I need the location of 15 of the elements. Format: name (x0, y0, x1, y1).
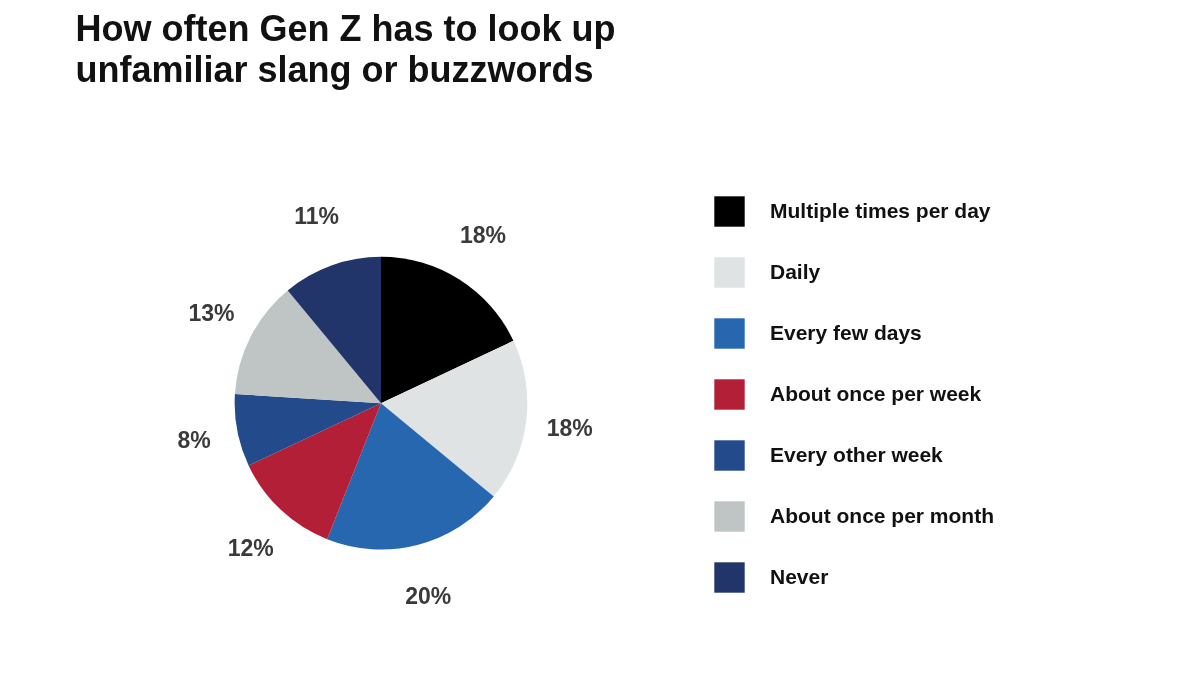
legend-label: Multiple times per day (770, 199, 991, 223)
legend-label: About once per month (770, 504, 994, 528)
data-label: 8% (177, 427, 211, 454)
legend-label: About once per week (770, 382, 982, 406)
legend-label: Never (770, 565, 829, 589)
data-label: 18% (459, 222, 506, 249)
chart-title: How often Gen Z has to look up unfamiliar slang or buzzwords (75, 7, 616, 90)
data-label: 11% (294, 203, 339, 230)
legend-label: Every few days (770, 321, 922, 345)
legend-label: Every other week (770, 443, 943, 467)
data-label: 18% (546, 415, 593, 442)
data-label: 20% (405, 582, 452, 609)
data-label: 12% (227, 534, 274, 561)
legend-label: Daily (770, 260, 821, 284)
data-label: 13% (188, 299, 235, 326)
